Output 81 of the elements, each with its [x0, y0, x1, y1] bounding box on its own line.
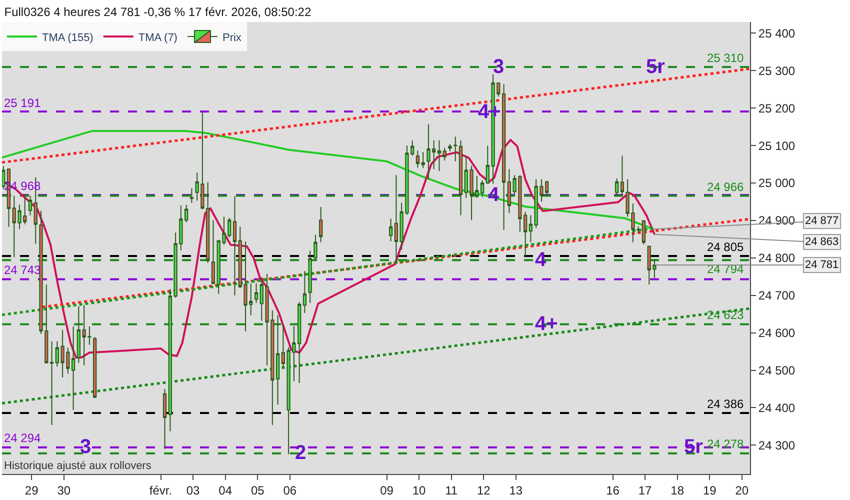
candlestick: [480, 180, 484, 198]
candlestick: [302, 270, 307, 314]
candlestick: [254, 282, 258, 304]
y-tick-label: 25 300: [758, 64, 796, 78]
x-tick-label: 10: [412, 483, 426, 498]
candlestick: [448, 144, 452, 152]
candlestick: [454, 136, 458, 162]
x-tick-label: 11: [445, 483, 458, 498]
x-tick-label: 17: [638, 483, 652, 498]
annotation: Historique ajusté aux rollovers: [4, 460, 152, 472]
annotation: 3: [493, 56, 504, 78]
candlestick: [442, 147, 446, 162]
x-tick-label: 16: [606, 483, 620, 498]
x-tick-label: 29: [24, 483, 39, 498]
candlestick: [211, 220, 216, 285]
y-tick-label: 24 500: [758, 363, 796, 378]
candlestick: [232, 196, 237, 296]
y-tick-label: 24 300: [758, 438, 796, 452]
legend-label: Prix: [222, 32, 242, 44]
chart-title: Full0326 4 heures 24 781 -0,36 % 17 févr. 2026, 08:50:22: [4, 4, 312, 19]
ref-line-label: 24 966: [707, 180, 744, 194]
line-series: [2, 138, 656, 359]
y-tick-label: 25 000: [758, 176, 796, 190]
x-tick-label: 12: [476, 483, 491, 498]
candlestick: [28, 194, 32, 216]
y-tick-label: 24 600: [758, 326, 796, 340]
candlestick: [162, 388, 167, 450]
candlestick: [50, 340, 54, 426]
ref-line-label: 24 386: [707, 397, 744, 411]
ref-line-label: 25 191: [4, 96, 42, 110]
x-tick-label: 19: [702, 483, 717, 498]
annotation: 4: [535, 249, 547, 271]
y-tick-label: 24 800: [758, 251, 796, 266]
annotation: 5r: [646, 56, 666, 78]
candlestick: [620, 155, 624, 195]
candlestick: [388, 218, 393, 242]
candlestick: [276, 314, 280, 406]
line-series: [2, 130, 654, 230]
candlestick: [93, 336, 97, 398]
x-tick-label: 09: [380, 483, 394, 498]
y-tick-label: 25 100: [758, 138, 796, 153]
annotation: 4+: [535, 313, 558, 335]
x-tick-label: 03: [186, 483, 200, 498]
legend-label: TMA (7): [138, 32, 178, 44]
candlestick: [458, 140, 463, 216]
legend-label: TMA (155): [42, 32, 94, 44]
annotation: 24 781: [805, 259, 839, 271]
ref-line-label: 24 805: [707, 240, 744, 254]
y-tick-label: 24 400: [758, 400, 796, 415]
x-tick-label: 05: [250, 483, 265, 498]
annotation: 2: [295, 442, 306, 464]
x-tick-label: 06: [283, 483, 297, 498]
candlestick: [614, 178, 619, 197]
candlestick: [190, 188, 194, 204]
ref-line-label: 24 294: [4, 431, 42, 445]
ref-line-label: 24 278: [707, 437, 744, 451]
candlestick: [2, 166, 6, 190]
y-tick-label: 24 700: [758, 288, 796, 303]
y-tick-label: 25 200: [758, 101, 796, 116]
candlestick: [421, 151, 425, 169]
ref-line-label: 25 310: [707, 51, 744, 65]
candlestick: [416, 150, 420, 168]
x-tick-label: 30: [57, 483, 71, 498]
candlestick: [437, 140, 442, 172]
candlestick: [507, 168, 512, 214]
x-tick-label: févr.: [149, 483, 172, 498]
annotation: 5r: [684, 436, 704, 458]
x-tick-label: 04: [218, 483, 232, 498]
x-tick-label: 18: [670, 483, 684, 498]
y-tick-label: 25 400: [758, 26, 796, 40]
annotation: 24 863: [805, 236, 839, 248]
candlestick: [71, 326, 76, 410]
candlestick: [502, 84, 506, 230]
annotation: 3: [80, 436, 92, 458]
candlestick: [76, 306, 80, 364]
x-tick-label: 20: [735, 483, 749, 498]
candlestick: [319, 206, 323, 243]
x-tick-label: 13: [509, 483, 523, 498]
candlestick: [642, 220, 646, 245]
candlestick: [528, 214, 533, 243]
annotation: 24 877: [805, 215, 839, 227]
